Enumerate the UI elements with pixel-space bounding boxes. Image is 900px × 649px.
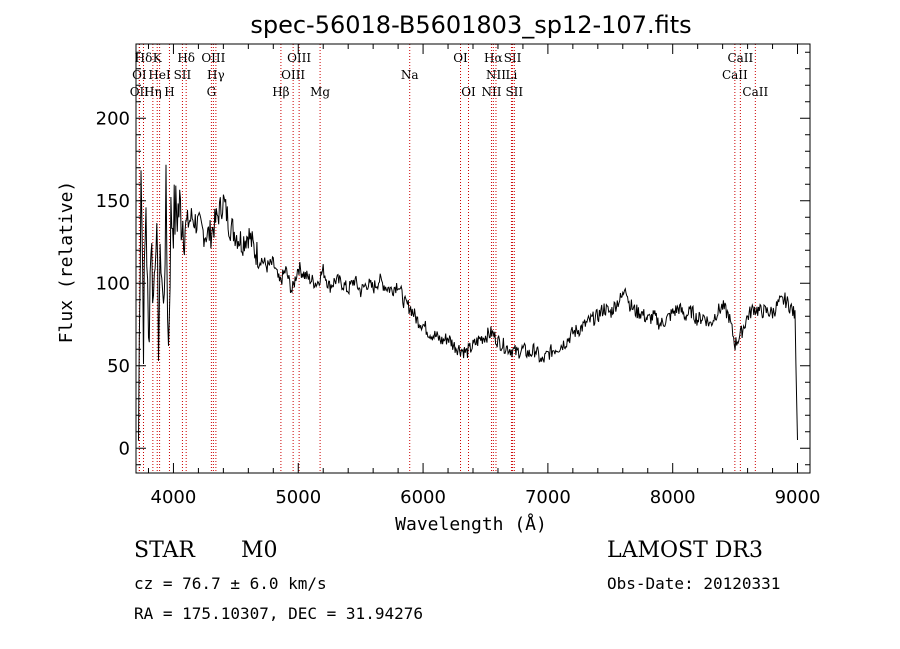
line-label: Li — [506, 68, 518, 82]
line-label: CaII — [722, 68, 748, 82]
line-label: G — [207, 85, 217, 99]
line-label: SII — [505, 85, 523, 99]
line-label: K — [153, 51, 163, 65]
line-label: OIII — [201, 51, 225, 65]
y-tick-label: 150 — [96, 191, 130, 212]
line-label: CaII — [727, 51, 753, 65]
y-tick-label: 0 — [119, 438, 130, 459]
y-tick-label: 50 — [107, 356, 130, 377]
line-label: Na — [401, 68, 419, 82]
line-label: OIII — [287, 51, 311, 65]
line-label: Hγ — [207, 68, 225, 82]
coordinates: RA = 175.10307, DEC = 31.94276 — [134, 604, 423, 623]
line-label: CaII — [742, 85, 768, 99]
y-tick-label: 100 — [96, 273, 130, 294]
chart-title: spec-56018-B5601803_sp12-107.fits — [250, 11, 691, 39]
survey-name: LAMOST DR3 — [607, 538, 763, 563]
line-label: Hδ — [177, 51, 195, 65]
spectrum-line — [138, 164, 798, 441]
line-label: Hη — [144, 85, 162, 99]
line-label: Mg — [310, 85, 330, 99]
x-tick-label: 5000 — [275, 487, 321, 508]
x-tick-label: 7000 — [525, 487, 571, 508]
obs-date: Obs-Date: 20120331 — [607, 574, 781, 593]
line-label: OI — [461, 85, 476, 99]
x-tick-label: 6000 — [400, 487, 446, 508]
line-label: SII — [504, 51, 522, 65]
x-tick-label: 4000 — [151, 487, 197, 508]
line-label: OI — [453, 51, 468, 65]
line-label: NII — [481, 85, 501, 99]
line-label: Hα — [484, 51, 503, 65]
x-axis-label: Wavelength (Å) — [395, 513, 547, 535]
line-label: SII — [174, 68, 192, 82]
line-label: Hδ — [135, 51, 153, 65]
line-label: NII — [486, 68, 506, 82]
object-class: STAR — [134, 538, 195, 563]
redshift-readout: cz = 76.7 ± 6.0 km/s — [134, 574, 327, 593]
x-tick-label: 8000 — [650, 487, 696, 508]
line-label: HeI — [148, 68, 171, 82]
line-label: Hβ — [272, 85, 289, 99]
x-tick-label: 9000 — [775, 487, 821, 508]
object-subclass: M0 — [241, 538, 278, 563]
line-label: H — [164, 85, 174, 99]
y-axis-label: Flux (relative) — [56, 181, 77, 344]
line-label: OIII — [281, 68, 305, 82]
plot-frame — [135, 43, 811, 474]
y-tick-label: 200 — [96, 108, 130, 129]
line-label: OII — [130, 85, 150, 99]
